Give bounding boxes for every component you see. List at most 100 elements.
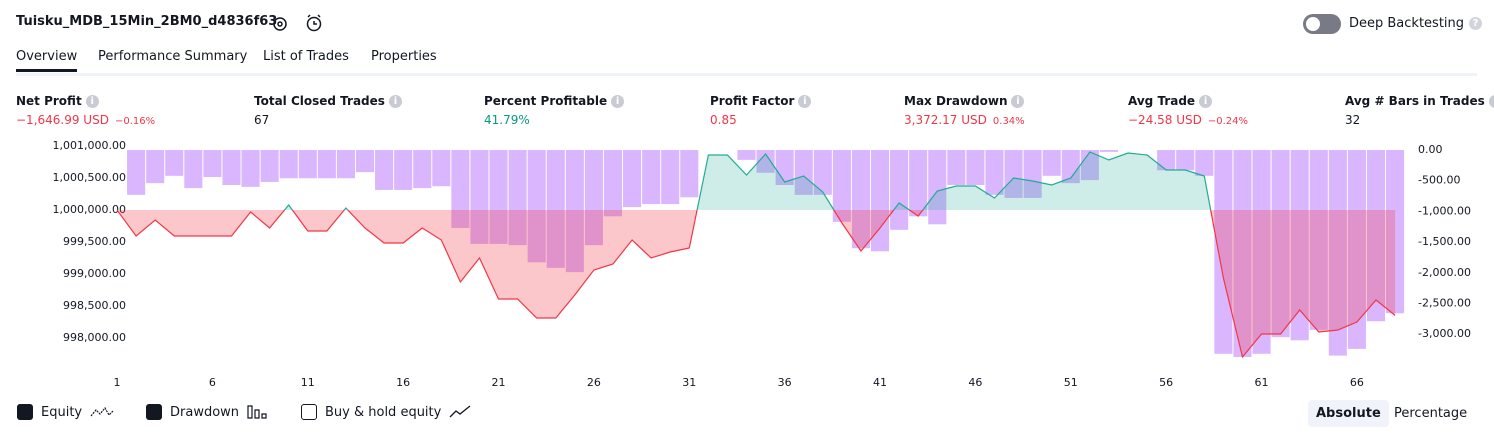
drawdown-bar [661,150,680,205]
drawdown-bar [737,150,756,160]
info-icon[interactable]: i [1199,94,1213,108]
buy-hold-toggle[interactable]: Buy & hold equity [301,404,473,420]
metric-value: −1,646.99 USD −0.16% [16,113,155,127]
metric-name: Net Profit [16,94,82,108]
metric-percent: −0.16% [114,116,156,127]
checkbox[interactable] [146,404,162,420]
x-tick-label: 1 [114,376,121,389]
toggle-label-row: Deep Backtesting? [1349,16,1483,31]
metric-value: 0.85 [710,113,737,127]
y-tick-label: 998,000.00 [63,331,126,344]
x-tick-label: 56 [1159,376,1173,389]
metric-name: Profit Factor [710,94,795,108]
checkbox[interactable] [301,404,317,420]
help-icon[interactable]: ? [1469,17,1483,30]
metric-amount: 41.79% [484,113,530,127]
checkbox[interactable] [17,404,33,420]
drawdown-bar [603,150,623,217]
x-tick-label: 21 [492,376,506,389]
drawdown-bar [1042,150,1061,176]
y2-tick-label: -2,500.00 [1418,296,1471,309]
drawdown-bar [127,150,146,195]
drawdown-bar [642,150,661,205]
metric-name: Max Drawdown [904,94,1008,108]
y2-tick-label: -500.00 [1418,174,1460,187]
tab[interactable]: Properties [371,49,437,64]
tab[interactable]: List of Trades [263,49,349,64]
metric-name: Avg # Bars in Trades [1345,94,1485,108]
info-icon[interactable]: i [388,94,402,108]
info-icon[interactable]: i [798,94,812,108]
info-icon[interactable]: i [85,94,99,108]
drawdown-bar [623,150,642,208]
drawdown-bar [1176,150,1195,171]
drawdown-bar [222,150,241,186]
drawdown-bar [985,150,1004,195]
metric-name: Total Closed Trades [254,94,385,108]
metric-label: Profit Factor i [710,94,812,108]
y-tick-label: 1,001,000.00 [53,139,126,152]
mode-button[interactable]: Percentage [1394,406,1468,421]
chart: 998,000.00 998,500.00 999,000.00 999,500.00… [53,139,1471,389]
toggle[interactable] [1303,14,1341,34]
drawdown-bar [260,150,279,182]
tab[interactable]: Overview [16,49,78,72]
drawdown-bar [394,150,413,190]
metric-name: Avg Trade [1128,94,1196,108]
drawdown-bar [813,150,832,195]
metric-label: Total Closed Trades i [254,94,402,108]
legend-label: Drawdown [170,404,240,420]
settings-icon[interactable] [270,14,290,34]
x-tick-label: 51 [1064,376,1078,389]
drawdown-bar [966,150,985,186]
y-tick-label: 1,000,000.00 [53,203,126,216]
drawdown-toggle[interactable]: Drawdown [146,404,269,420]
metric-label: Avg Trade i [1128,94,1213,108]
x-tick-label: 6 [209,376,216,389]
metric-amount: −24.58 USD [1128,113,1202,127]
equity-area [117,152,1396,357]
x-tick-label: 26 [587,376,601,389]
drawdown-bar [890,150,909,230]
metric-label: Max Drawdown i [904,94,1025,108]
y2-tick-label: -3,000.00 [1418,327,1471,340]
legend-icon [449,405,471,418]
strategy-title: Tuisku_MDB_15Min_2BM0_d4836f63 [16,14,278,29]
drawdown-bar [146,150,165,184]
drawdown-bar [184,150,203,189]
drawdown-bar [680,150,699,198]
metric-percent: −0.24% [1207,116,1249,127]
alert-icon[interactable] [304,13,324,33]
drawdown-bar [241,150,260,187]
x-tick-label: 11 [301,376,315,389]
drawdown-bar [832,150,851,222]
drawdown-bar [375,150,394,190]
legend-label: Buy & hold equity [325,404,442,420]
metric-value: −24.58 USD −0.24% [1128,113,1248,127]
drawdown-bar [947,150,966,186]
metric-value: 67 [254,113,269,127]
tab-divider [16,73,1477,76]
drawdown-bar [1157,150,1176,171]
drawdown-bar [1195,150,1214,176]
x-tick-label: 31 [682,376,696,389]
x-tick-label: 36 [778,376,792,389]
y-tick-label: 999,500.00 [63,235,126,248]
mode-button-active[interactable]: Absolute [1308,400,1389,427]
legend-label: Equity [41,404,83,420]
info-icon[interactable]: i [1488,94,1494,108]
drawdown-bar [909,150,928,217]
metric-value: 3,372.17 USD 0.34% [904,113,1025,127]
drawdown-bar [317,150,336,179]
y-tick-label: 1,000,500.00 [53,171,126,184]
metric-amount: 3,372.17 USD [904,113,987,127]
info-icon[interactable]: i [1011,94,1025,108]
drawdown-bar [451,150,470,228]
drawdown-bar [298,150,317,179]
info-icon[interactable]: i [611,94,625,108]
equity-toggle[interactable]: Equity [17,404,114,420]
tab[interactable]: Performance Summary [98,49,248,64]
equity-line [116,151,1396,359]
